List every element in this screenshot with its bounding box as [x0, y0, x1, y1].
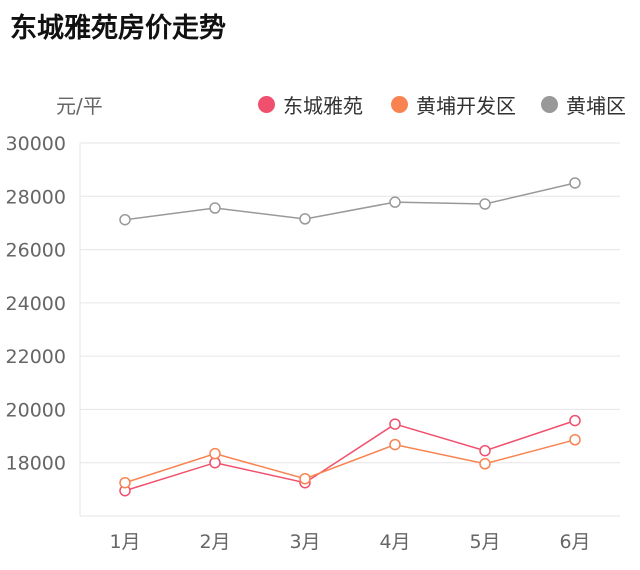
legend-marker-icon — [258, 96, 275, 113]
legend-item-1[interactable]: 黄埔开发区 — [391, 90, 516, 119]
data-point-2-2 — [299, 213, 311, 225]
chart-title: 东城雅苑房价走势 — [10, 13, 226, 44]
y-tick-label: 18000 — [6, 453, 66, 475]
series-line-0 — [124, 419, 576, 492]
x-tick-label: 5月 — [469, 531, 500, 553]
series-line-2 — [124, 182, 576, 221]
x-tick-label: 6月 — [559, 531, 590, 553]
legend-label: 黄埔区 — [566, 94, 626, 118]
legend-label: 黄埔开发区 — [416, 94, 516, 118]
x-tick-label: 3月 — [289, 531, 320, 553]
data-point-0-5 — [569, 414, 581, 427]
data-point-1-4 — [479, 458, 491, 470]
x-tick-label: 2月 — [199, 531, 230, 553]
data-point-1-5 — [569, 434, 581, 446]
data-point-1-1 — [209, 447, 221, 460]
data-point-2-0 — [119, 213, 131, 226]
data-point-1-0 — [119, 476, 131, 489]
data-point-2-5 — [569, 177, 581, 189]
legend-item-2[interactable]: 黄埔区 — [541, 90, 626, 119]
y-tick-label: 26000 — [6, 240, 66, 262]
legend-marker-icon — [391, 96, 408, 113]
x-tick-label: 1月 — [109, 531, 140, 553]
data-point-2-3 — [389, 196, 401, 208]
y-axis-label: 元/平 — [56, 94, 103, 118]
data-point-1-3 — [389, 438, 401, 451]
x-tick-label: 4月 — [379, 531, 410, 553]
data-point-0-3 — [389, 418, 401, 430]
legend-marker-icon — [541, 96, 558, 113]
data-point-2-1 — [209, 202, 221, 214]
legend-label: 东城雅苑 — [283, 94, 363, 118]
data-point-2-4 — [479, 198, 491, 210]
series-line-1 — [124, 439, 576, 484]
y-tick-label: 22000 — [6, 346, 66, 368]
y-tick-label: 30000 — [6, 133, 66, 155]
legend-item-0[interactable]: 东城雅苑 — [258, 90, 363, 119]
data-point-0-4 — [479, 444, 491, 457]
data-point-1-2 — [299, 472, 311, 485]
y-tick-label: 20000 — [6, 399, 66, 421]
y-tick-label: 28000 — [6, 186, 66, 208]
y-tick-label: 24000 — [6, 293, 66, 315]
